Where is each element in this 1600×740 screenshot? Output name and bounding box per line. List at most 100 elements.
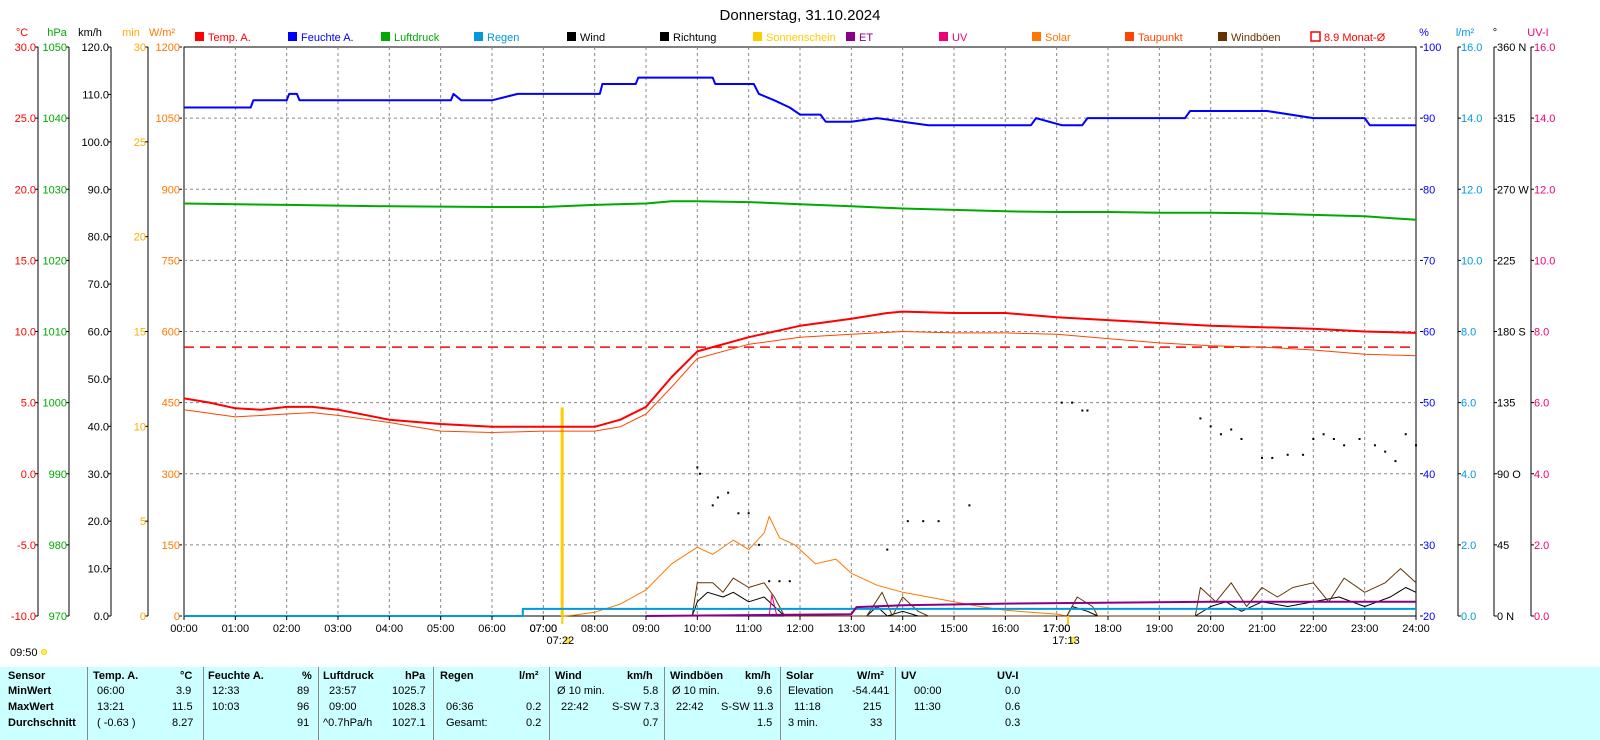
axis-tick-label: 12.0 <box>1461 184 1482 196</box>
uv-title: UV <box>901 670 917 682</box>
axis-tick-label: 600 <box>162 327 180 339</box>
axis-tick-label: 70.0 <box>88 279 109 291</box>
axis-tick-label: 8.0 <box>1461 327 1476 339</box>
legend-swatch <box>1218 32 1227 41</box>
sun-marker-label: 17:00 <box>1043 623 1071 635</box>
direction-point <box>1230 428 1233 431</box>
x-tick-label: 24:00 <box>1402 623 1430 635</box>
axis-tick-label: 100 <box>1423 42 1441 54</box>
axis-tick-label: 70 <box>1423 255 1435 267</box>
pressure-max: 1028.3 <box>392 701 426 713</box>
x-tick-label: 16:00 <box>992 623 1020 635</box>
direction-point <box>778 580 781 583</box>
temp-min-time: 06:00 <box>97 685 125 697</box>
axis-tick-label: 225 <box>1497 255 1515 267</box>
series-et <box>645 600 1416 617</box>
axis-unit-label: UV-I <box>1527 27 1548 39</box>
temp-max: 11.5 <box>172 701 193 713</box>
pressure-min: 1025.7 <box>392 685 426 697</box>
legend-swatch <box>381 32 390 41</box>
gust-avg: 1.5 <box>757 717 773 729</box>
direction-point <box>1384 450 1387 453</box>
humidity-min: 89 <box>297 685 310 697</box>
rain-avg-label: Gesamt: <box>446 717 488 729</box>
axis-tick-label: 40.0 <box>88 421 109 433</box>
axis-tick-label: 60 <box>1423 327 1435 339</box>
series-windb-en <box>691 568 1417 617</box>
legend-swatch <box>846 32 855 41</box>
row-label-max: MaxWert <box>8 701 54 713</box>
legend-label: Sonnenschein <box>766 32 836 44</box>
uv-unit: UV-I <box>997 670 1019 682</box>
row-label-avg: Durchschnitt <box>8 717 76 729</box>
corner-time: 09:50 <box>10 647 38 659</box>
solar-avg-label: 3 min. <box>788 717 818 729</box>
axis-tick-label: 135 <box>1497 398 1515 410</box>
x-tick-label: 17:00 <box>1043 623 1071 635</box>
legend-swatch <box>660 32 669 41</box>
axis-tick-label: 25 <box>134 137 146 149</box>
temp-avg-note: ( -0.63 ) <box>97 717 136 729</box>
gust-unit: km/h <box>745 670 771 682</box>
legend-item: UV <box>939 32 968 44</box>
humidity-avg: 91 <box>297 717 310 729</box>
axis-tick-label: 10.0 <box>1461 255 1482 267</box>
axis-tick-label: 110.0 <box>82 89 109 101</box>
legend-label: Solar <box>1045 32 1071 44</box>
axis-tick-label: 270 W <box>1497 184 1529 196</box>
uv-avg: 0.3 <box>1005 717 1021 729</box>
axis-tick-label: 5.0 <box>21 398 36 410</box>
solar-title: Solar <box>786 670 814 682</box>
direction-point <box>737 512 740 515</box>
series-uv <box>768 594 778 617</box>
legend-label: ET <box>859 32 873 44</box>
gust-min-label: Ø 10 min. <box>672 685 720 697</box>
pressure-avg: 1027.1 <box>392 717 426 729</box>
rain-title: Regen <box>440 670 474 682</box>
legend-item: ET <box>846 32 873 44</box>
solar-min: -54.441 <box>852 685 890 697</box>
axis-tick-label: 970 <box>49 611 67 623</box>
direction-point <box>1071 401 1074 404</box>
legend-item: Regen <box>474 32 519 44</box>
axis-tick-label: 0.0 <box>21 469 36 481</box>
sun-marker-label: 07:22 <box>547 635 575 647</box>
axis-tick-label: 0.0 <box>1534 611 1549 623</box>
rain-unit: l/m² <box>519 670 539 682</box>
axis-tick-label: 10.0 <box>88 564 109 576</box>
axis-tick-label: 12.0 <box>1534 184 1555 196</box>
legend-swatch <box>195 32 204 41</box>
axis-tick-label: 0 <box>174 611 180 623</box>
chart-legend: Temp. A. Feuchte A. Luftdruck Regen Wind Rich… <box>195 31 1386 44</box>
x-tick-label: 11:00 <box>735 623 762 635</box>
legend-item: Luftdruck <box>381 32 440 44</box>
sun-icon <box>564 637 571 643</box>
axis-tick-label: 15 <box>134 327 146 339</box>
x-tick-label: 19:00 <box>1146 623 1174 635</box>
legend-label: Windböen <box>1231 32 1281 44</box>
direction-point <box>1286 453 1289 456</box>
temp-max-time: 13:21 <box>97 701 125 713</box>
axis-unit-label: % <box>1419 27 1429 39</box>
temp-min: 3.9 <box>176 685 192 697</box>
statistics-panel: Sensor MinWert MaxWert Durchschnitt Temp… <box>0 667 1600 740</box>
direction-point <box>757 543 760 546</box>
x-tick-label: 06:00 <box>478 623 506 635</box>
direction-point <box>1271 456 1274 459</box>
axis-unit-label: ° <box>1493 27 1497 39</box>
uv-max-time: 11:30 <box>914 701 941 713</box>
axis-tick-label: 16.0 <box>1461 42 1482 54</box>
axis-tick-label: 0 <box>140 611 146 623</box>
axis-unit-label: W/m² <box>149 27 176 39</box>
axis-tick-label: 0.0 <box>1461 611 1476 623</box>
axis-tick-label: 60.0 <box>88 327 109 339</box>
axis-tick-label: 10 <box>134 421 146 433</box>
direction-point <box>1219 433 1222 436</box>
axis-tick-label: 750 <box>162 255 180 267</box>
legend-item: 8.9 Monat-Ø <box>1310 31 1386 44</box>
axis-tick-label: 0 N <box>1497 611 1514 623</box>
x-tick-label: 21:00 <box>1248 623 1276 635</box>
uv-max: 0.6 <box>1005 701 1021 713</box>
x-tick-label: 05:00 <box>427 623 455 635</box>
series-solar <box>563 515 1067 617</box>
